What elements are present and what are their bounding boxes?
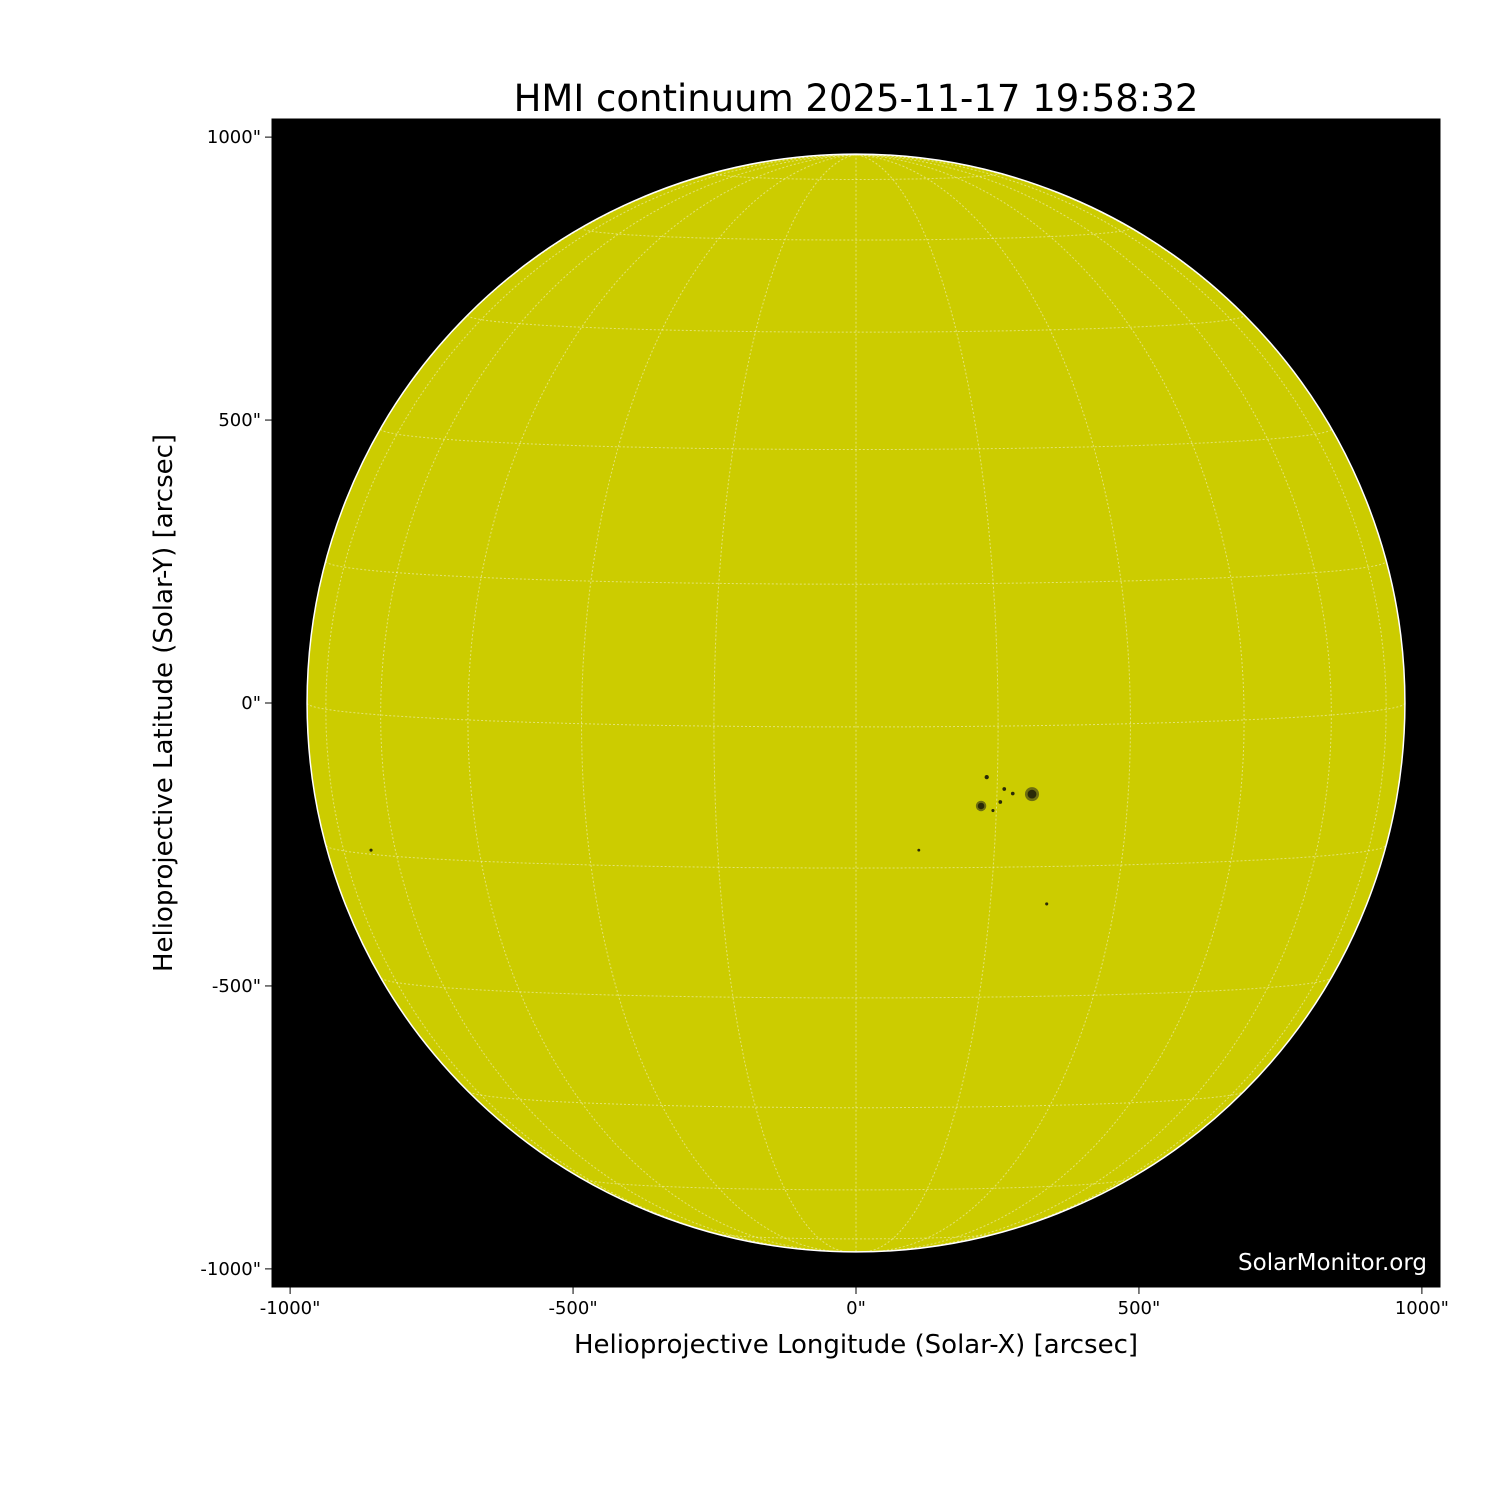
grid-line [850,154,857,156]
y-tick-label: 500" [218,410,261,431]
sunspot [991,808,995,813]
y-tick-label: -1000" [200,1259,261,1280]
sunspot [1045,902,1049,906]
grid-line [855,154,890,156]
solar-disk [306,153,1406,1253]
grid-line [325,560,1387,585]
grid-line [855,154,1332,1251]
grid-line [467,314,1245,333]
grid-line [380,977,1332,999]
sunspot [998,800,1003,804]
y-tick-label: -500" [212,976,261,997]
x-axis-label: Helioprojective Longitude (Solar-X) [arc… [574,1330,1138,1360]
x-tick-label: 500" [1118,1298,1161,1319]
grid-line [855,154,930,160]
grid-line [715,1233,997,1240]
sunspots [369,774,1049,906]
grid-line [325,845,1387,869]
grid-line [467,154,857,1252]
grid-line [580,226,1132,241]
grid-line [855,154,862,156]
x-tick-label: -500" [548,1298,597,1319]
sunspot [917,848,921,852]
coordinate-grid [307,154,1405,1252]
grid-line [855,154,1245,1252]
grid-line [468,1091,1244,1109]
grid-line [582,1178,1130,1191]
x-tick-label: 1000" [1395,1298,1449,1319]
sunspot [369,848,373,852]
sunspot [984,774,989,780]
sunspot [977,802,985,810]
grid-line [713,154,857,1252]
grid-line [855,154,999,1252]
watermark: SolarMonitor.org [1238,1250,1427,1276]
sunspot [1027,789,1037,799]
chart-title: HMI continuum 2025-11-17 19:58:32 [514,77,1199,120]
y-axis-label: Helioprojective Latitude (Solar-Y) [arcs… [149,434,179,972]
grid-line [713,171,999,180]
grid-line [782,154,857,160]
grid-line [380,154,857,1251]
x-tick-label: 0" [846,1298,866,1319]
x-tick-label: -1000" [260,1298,321,1319]
y-tick-label: 0" [241,693,261,714]
grid-line [822,154,857,156]
grid-line [580,154,857,1252]
y-tick-label: 1000" [207,127,261,148]
grid-line [380,428,1332,450]
sunspot [1002,787,1007,791]
sunspot [1010,791,1015,796]
grid-line [855,154,1132,1252]
